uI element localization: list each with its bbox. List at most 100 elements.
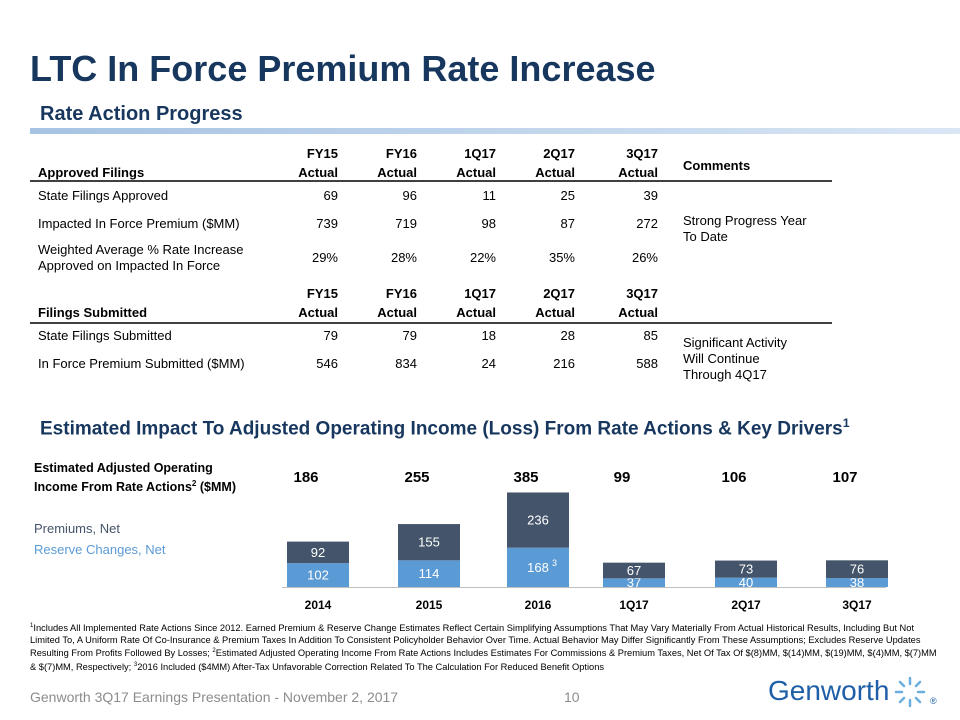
total-label: 385	[513, 469, 538, 486]
column-header: Actual	[456, 165, 496, 180]
cell: 216	[553, 356, 575, 371]
column-header: 3Q17	[626, 286, 658, 301]
bar-segment	[507, 547, 569, 587]
bar-segment	[287, 541, 349, 564]
column-header: Actual	[298, 165, 338, 180]
comments-header: Comments	[683, 158, 751, 173]
data-label: 40	[739, 575, 753, 590]
cell: 85	[643, 328, 658, 343]
bar-segment	[287, 563, 349, 587]
totals-label-line: Estimated Adjusted Operating	[34, 461, 213, 475]
logo: Genworth	[768, 675, 890, 706]
cell: 18	[481, 328, 496, 343]
bar-segment	[507, 492, 569, 548]
column-header: 2Q17	[543, 286, 575, 301]
row-label: Impacted In Force Premium ($MM)	[38, 216, 240, 231]
data-label: 76	[850, 562, 864, 577]
column-header: 1Q17	[464, 146, 496, 161]
cell: 96	[402, 188, 417, 203]
comment: Strong Progress Year	[683, 213, 807, 228]
note-mark: 3	[552, 558, 557, 568]
chart-title-text: Estimated Impact To Adjusted Operating I…	[40, 418, 843, 440]
cell: 11	[482, 188, 497, 203]
cell: 22%	[469, 250, 496, 265]
row-label: In Force Premium Submitted ($MM)	[38, 356, 245, 371]
data-label: 114	[419, 566, 440, 581]
cell: 28	[560, 328, 575, 343]
logo-star	[894, 676, 926, 708]
cell: 35%	[548, 250, 575, 265]
divider	[30, 128, 960, 134]
note-mark: 2	[191, 479, 197, 488]
total-label: 186	[293, 469, 318, 486]
totals-label-line: Income From Rate Actions2 ($MM)	[34, 476, 236, 495]
cell: 98	[481, 216, 496, 231]
cell: 39	[643, 188, 658, 203]
column-header: Actual	[298, 305, 338, 320]
bar-segment	[826, 578, 888, 587]
row-label: State Filings Approved	[38, 188, 169, 203]
category-label: 2015	[416, 598, 443, 612]
bar-segment	[826, 560, 888, 579]
column-header: Actual	[377, 165, 417, 180]
column-header: Actual	[618, 305, 658, 320]
data-label: 37	[627, 575, 641, 590]
bar-segment	[715, 560, 777, 578]
total-label: 106	[721, 469, 746, 486]
footnote-text: Estimated Adjusted Operating Income From…	[30, 648, 937, 673]
cell: 588	[636, 356, 658, 371]
cell: 546	[316, 356, 338, 371]
column-header: Actual	[535, 165, 575, 180]
cell: 87	[560, 216, 575, 231]
note-mark: 1	[842, 416, 850, 430]
category-label: 2014	[305, 598, 332, 612]
column-header: Actual	[618, 165, 658, 180]
table-header: Filings Submitted	[38, 305, 148, 320]
row-label: State Filings Submitted	[38, 328, 172, 343]
table-header: Approved Filings	[38, 165, 145, 180]
bar-segment	[715, 577, 777, 587]
cell: 25	[560, 188, 575, 203]
cell: 739	[316, 216, 338, 231]
cell: 79	[323, 328, 338, 343]
data-label: 168	[527, 560, 549, 575]
subtitle: Rate Action Progress	[40, 103, 243, 125]
footnote-text: 2016 Included ($4MM) After-Tax Unfavorab…	[137, 662, 605, 673]
cell: 272	[636, 216, 658, 231]
footer-text: Genworth 3Q17 Earnings Presentation - No…	[30, 689, 399, 705]
column-header: Actual	[377, 305, 417, 320]
totals-label-text: Income From Rate Actions	[34, 480, 192, 495]
column-header: Actual	[456, 305, 496, 320]
chart-title: Estimated Impact To Adjusted Operating I…	[40, 416, 850, 440]
cell: 834	[395, 356, 417, 371]
cell: 29%	[311, 250, 338, 265]
totals-label-text: ($MM)	[196, 480, 236, 495]
cell: 69	[323, 188, 338, 203]
column-header: FY15	[306, 286, 338, 301]
bar-segment	[603, 578, 665, 587]
cell: 719	[395, 216, 417, 231]
column-header: FY16	[385, 286, 417, 301]
comment: Will Continue	[683, 351, 760, 366]
column-header: FY15	[306, 146, 338, 161]
footnote-mark: 2	[212, 648, 216, 655]
comment: To Date	[683, 229, 728, 244]
category-label: 2Q17	[731, 598, 761, 612]
category-label: 3Q17	[842, 598, 872, 612]
logo-registered: ®	[930, 696, 937, 706]
column-header: FY16	[385, 146, 417, 161]
total-label: 99	[614, 469, 631, 486]
footnote-mark: 3	[133, 661, 138, 668]
legend-entry: Reserve Changes, Net	[34, 542, 166, 557]
bar-segment	[603, 562, 665, 579]
category-label: 1Q17	[619, 598, 649, 612]
footnote-mark: 1	[30, 623, 34, 629]
data-label: 102	[307, 568, 329, 583]
data-label: 92	[311, 545, 325, 560]
cell: 28%	[390, 250, 417, 265]
page-number: 10	[564, 689, 580, 705]
footnotes: 1Includes All Implemented Rate Actions S…	[30, 621, 940, 674]
comment: Significant Activity	[683, 335, 788, 350]
bar-segment	[398, 560, 460, 587]
